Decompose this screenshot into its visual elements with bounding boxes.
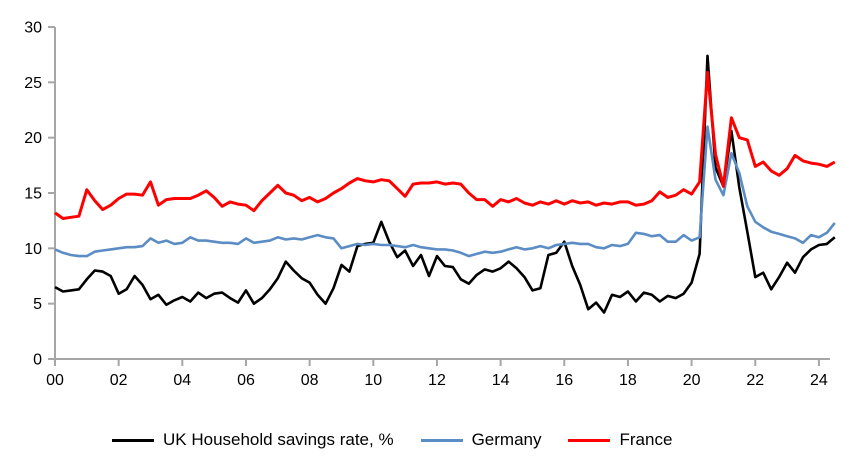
germany-line-swatch bbox=[420, 438, 463, 442]
y-tick-label: 0 bbox=[33, 352, 42, 369]
x-tick-label: 22 bbox=[746, 372, 764, 389]
x-tick-label: 16 bbox=[555, 372, 573, 389]
y-tick-label: 15 bbox=[24, 186, 42, 203]
legend-label-germany: Germany bbox=[471, 430, 542, 449]
uk-line-swatch bbox=[112, 438, 154, 442]
x-tick-label: 00 bbox=[46, 372, 64, 389]
legend-label-uk: UK Household savings rate, % bbox=[163, 430, 394, 449]
y-tick-label: 5 bbox=[33, 296, 42, 313]
x-tick-label: 08 bbox=[301, 372, 319, 389]
series-line-france bbox=[54, 70, 836, 220]
x-tick-label: 18 bbox=[619, 372, 637, 389]
legend-item-france: France bbox=[568, 430, 672, 450]
x-tick-label: 24 bbox=[810, 372, 828, 389]
x-tick-label: 12 bbox=[428, 372, 446, 389]
y-tick-label: 30 bbox=[24, 20, 42, 37]
series-line-germany bbox=[54, 125, 836, 258]
france-line-swatch bbox=[568, 438, 611, 442]
y-tick-label: 25 bbox=[24, 75, 42, 92]
x-tick-label: 02 bbox=[110, 372, 128, 389]
x-tick-label: 10 bbox=[364, 372, 382, 389]
chart-legend: UK Household savings rate, % Germany Fra… bbox=[112, 430, 672, 450]
x-tick-label: 14 bbox=[492, 372, 510, 389]
y-tick-label: 20 bbox=[24, 130, 42, 147]
x-tick-label: 20 bbox=[683, 372, 701, 389]
x-tick-label: 06 bbox=[237, 372, 255, 389]
x-tick-label: 04 bbox=[173, 372, 191, 389]
legend-item-germany: Germany bbox=[420, 430, 542, 450]
legend-label-france: France bbox=[619, 430, 673, 449]
y-tick-label: 10 bbox=[24, 241, 42, 258]
savings-rate-line-chart: 0 5 10 15 20 25 30 00 02 04 06 08 10 12 14 16 18 20 22 24 bbox=[24, 20, 836, 389]
legend-item-uk: UK Household savings rate, % bbox=[112, 430, 394, 450]
